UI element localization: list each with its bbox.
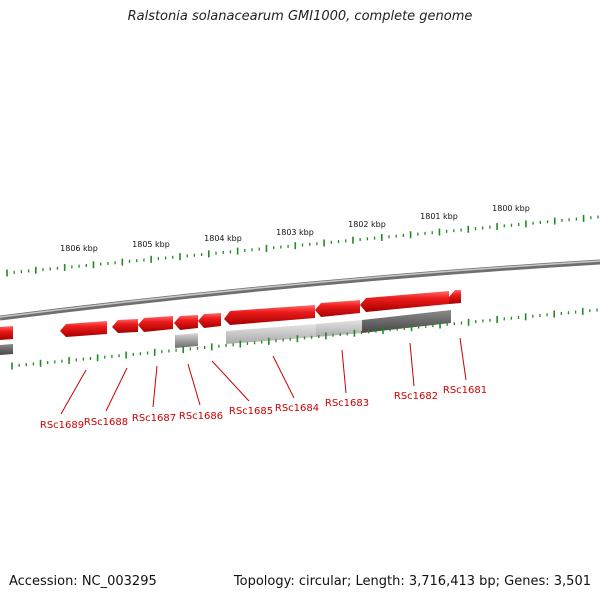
accession-text: Accession: NC_003295 [9,574,157,589]
gene-leader-lines [60,337,467,415]
gene-arrow-rsc1686[interactable] [174,315,198,330]
gene-label-rsc1687[interactable]: RSc1687 [132,413,176,424]
gene-label-rsc1686[interactable]: RSc1686 [179,411,223,422]
leader-line [187,363,201,406]
gene-track [0,290,461,340]
gene-arrow-rsc1687[interactable] [138,316,173,332]
leader-line [272,355,295,399]
kbp-label: 1803 kbp [276,228,314,237]
gene-label-rsc1681[interactable]: RSc1681 [443,385,487,396]
kbp-label: 1804 kbp [204,234,242,243]
gc-bar [0,344,13,355]
gene-arrow-rsc1688[interactable] [112,319,138,333]
outer-tick-track [6,214,599,277]
gc-content-track [0,310,451,355]
genome-backbone [0,259,600,321]
gc-bar [226,324,316,344]
leader-line [341,349,347,394]
kbp-label: 1800 kbp [492,204,530,213]
kbp-label: 1806 kbp [60,244,98,253]
leader-line [152,365,158,408]
gc-bar [175,333,198,348]
gene-label-rsc1689[interactable]: RSc1689 [40,420,84,431]
leader-line [105,367,128,412]
gene-label-rsc1684[interactable]: RSc1684 [275,403,319,414]
map-title: Ralstonia solanacearum GMI1000, complete… [127,9,473,24]
genome-backbone-highlight [0,260,600,318]
gc-bar [316,320,362,337]
gene-arrow-rsc1689[interactable] [60,321,107,337]
gene-arrow-rsc1682[interactable] [360,291,449,312]
gene-label-rsc1682[interactable]: RSc1682 [394,391,438,402]
gene-arrow-partial[interactable] [0,326,13,340]
gc-bar [362,310,451,333]
leader-line [60,369,87,415]
gene-label-rsc1685[interactable]: RSc1685 [229,406,273,417]
gene-label-rsc1683[interactable]: RSc1683 [325,398,369,409]
genome-summary-text: Topology: circular; Length: 3,716,413 bp… [233,574,591,589]
kbp-label: 1802 kbp [348,220,386,229]
kbp-label: 1805 kbp [132,240,170,249]
kbp-label: 1801 kbp [420,212,458,221]
gene-arrow-rsc1684[interactable] [224,305,315,325]
gene-label-rsc1688[interactable]: RSc1688 [84,417,128,428]
leader-line [211,360,250,402]
leader-line [409,342,415,387]
leader-line [459,337,467,381]
gene-arrow-rsc1685[interactable] [198,313,221,328]
gene-arrow-rsc1683[interactable] [315,300,360,317]
kbp-scale-labels: 1800 kbp 1801 kbp 1802 kbp 1803 kbp 1804 kbp… [60,204,530,253]
inner-tick-track [11,307,598,370]
gene-arrow-rsc1681[interactable] [449,290,461,304]
